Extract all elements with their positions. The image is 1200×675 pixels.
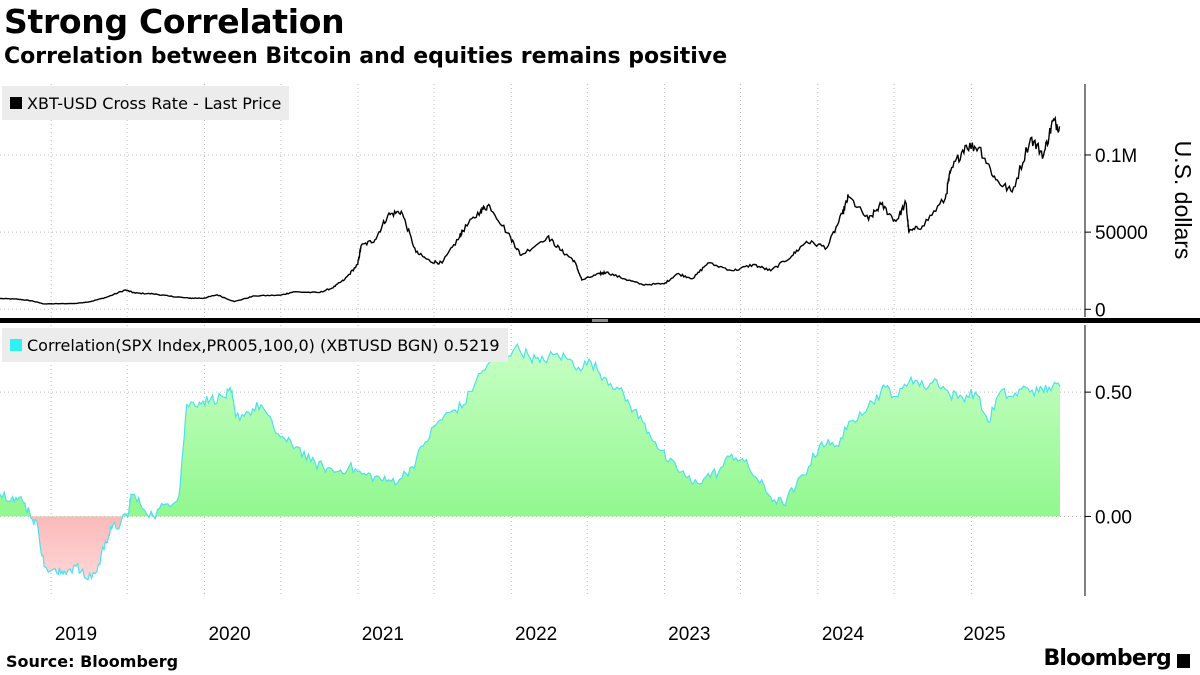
bloomberg-mark-icon	[1177, 653, 1190, 668]
price-y-tick-label: 50000	[1095, 223, 1148, 244]
x-tick-label: 2019	[55, 624, 97, 645]
correlation-negative-area	[30, 516, 156, 580]
correlation-y-tick-label: 0.00	[1095, 507, 1132, 528]
price-y-tick-label: 0	[1095, 300, 1106, 321]
source-note: Source: Bloomberg	[6, 652, 179, 671]
price-legend: XBT-USD Cross Rate - Last Price	[2, 86, 290, 120]
chart-title: Strong Correlation	[4, 2, 345, 41]
brand-name: Bloomberg	[1043, 646, 1171, 671]
x-tick-label: 2025	[963, 624, 1005, 645]
x-tick-label: 2022	[515, 624, 557, 645]
correlation-y-tick-label: 0.50	[1095, 383, 1132, 404]
x-tick-label: 2020	[208, 624, 250, 645]
correlation-series-line	[0, 342, 1061, 581]
correlation-positive-area	[0, 344, 1060, 517]
correlation-legend-swatch	[10, 339, 22, 351]
x-tick-label: 2024	[822, 624, 865, 645]
price-y-axis-label: U.S. dollars	[1170, 141, 1196, 260]
correlation-legend: Correlation(SPX Index,PR005,100,0) (XBTU…	[2, 328, 508, 362]
price-legend-swatch	[10, 97, 22, 109]
panel-divider-handle	[592, 319, 608, 322]
price-y-tick-label: 0.1M	[1095, 146, 1137, 167]
price-legend-label: XBT-USD Cross Rate - Last Price	[27, 93, 282, 113]
x-tick-label: 2021	[362, 624, 404, 645]
x-tick-label: 2023	[668, 624, 710, 645]
correlation-legend-label: Correlation(SPX Index,PR005,100,0) (XBTU…	[27, 335, 500, 355]
bloomberg-logo: Bloomberg	[1043, 646, 1190, 671]
price-series-line	[0, 115, 1061, 305]
chart-subtitle: Correlation between Bitcoin and equities…	[4, 44, 728, 69]
